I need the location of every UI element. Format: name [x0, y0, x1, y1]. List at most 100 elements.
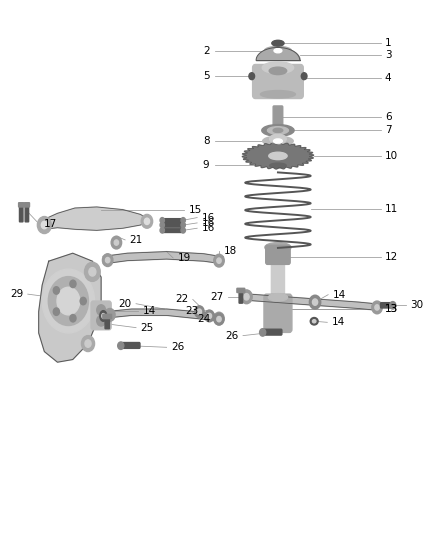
Text: 25: 25 — [141, 322, 154, 333]
FancyBboxPatch shape — [105, 316, 110, 329]
Circle shape — [41, 221, 47, 229]
Text: 23: 23 — [185, 306, 198, 316]
Polygon shape — [42, 207, 149, 230]
Circle shape — [80, 297, 86, 305]
Circle shape — [214, 312, 224, 325]
Circle shape — [97, 305, 106, 316]
Circle shape — [42, 269, 95, 333]
FancyBboxPatch shape — [273, 106, 283, 130]
Text: 3: 3 — [385, 50, 392, 60]
Text: 16: 16 — [201, 223, 215, 233]
FancyBboxPatch shape — [253, 64, 303, 99]
Ellipse shape — [268, 127, 288, 134]
Circle shape — [390, 302, 396, 309]
FancyBboxPatch shape — [19, 204, 23, 222]
FancyBboxPatch shape — [239, 289, 243, 303]
Circle shape — [375, 305, 379, 310]
Text: 24: 24 — [197, 313, 210, 324]
Polygon shape — [39, 253, 101, 362]
Ellipse shape — [270, 163, 286, 168]
Circle shape — [53, 308, 60, 316]
Text: 29: 29 — [10, 289, 23, 299]
Text: 16: 16 — [201, 213, 215, 223]
Ellipse shape — [301, 72, 307, 79]
Polygon shape — [242, 143, 314, 169]
Circle shape — [105, 309, 115, 321]
Circle shape — [160, 217, 164, 223]
Text: 13: 13 — [385, 304, 398, 314]
Circle shape — [160, 228, 164, 233]
Text: 19: 19 — [177, 253, 191, 263]
Text: 5: 5 — [203, 71, 209, 81]
Circle shape — [217, 258, 221, 263]
FancyBboxPatch shape — [237, 288, 245, 293]
FancyBboxPatch shape — [120, 343, 140, 349]
Ellipse shape — [265, 243, 291, 252]
Text: 12: 12 — [385, 252, 398, 262]
Text: 20: 20 — [119, 298, 132, 309]
Polygon shape — [103, 252, 223, 264]
Circle shape — [111, 236, 122, 249]
FancyBboxPatch shape — [381, 303, 395, 308]
FancyBboxPatch shape — [162, 229, 184, 232]
Ellipse shape — [268, 294, 288, 301]
Ellipse shape — [270, 134, 286, 144]
FancyBboxPatch shape — [103, 314, 112, 319]
Ellipse shape — [261, 91, 295, 98]
Circle shape — [81, 336, 95, 352]
Text: 30: 30 — [410, 300, 424, 310]
Text: 18: 18 — [223, 246, 237, 255]
Circle shape — [214, 254, 224, 267]
FancyBboxPatch shape — [91, 301, 111, 330]
Circle shape — [70, 280, 76, 288]
Text: 2: 2 — [203, 46, 209, 55]
Ellipse shape — [265, 46, 291, 55]
Circle shape — [85, 340, 91, 348]
Circle shape — [207, 313, 212, 319]
FancyBboxPatch shape — [262, 329, 282, 335]
Ellipse shape — [100, 311, 107, 321]
Ellipse shape — [310, 318, 318, 325]
FancyBboxPatch shape — [25, 204, 28, 222]
Text: 14: 14 — [332, 317, 345, 327]
Ellipse shape — [269, 67, 287, 75]
Ellipse shape — [102, 313, 105, 318]
FancyBboxPatch shape — [266, 245, 290, 264]
Text: 9: 9 — [203, 160, 209, 171]
Circle shape — [309, 295, 321, 309]
FancyBboxPatch shape — [264, 294, 292, 333]
Text: 6: 6 — [385, 111, 392, 122]
Circle shape — [260, 329, 266, 336]
Circle shape — [181, 217, 185, 223]
Circle shape — [141, 214, 152, 228]
Ellipse shape — [263, 136, 293, 146]
Ellipse shape — [262, 62, 293, 74]
Circle shape — [244, 294, 249, 300]
Text: 7: 7 — [385, 125, 392, 135]
Circle shape — [114, 240, 119, 245]
Text: 13: 13 — [385, 304, 398, 314]
Circle shape — [106, 257, 110, 263]
Circle shape — [205, 310, 214, 322]
Circle shape — [37, 216, 51, 233]
Circle shape — [181, 228, 185, 233]
FancyBboxPatch shape — [24, 203, 29, 207]
Ellipse shape — [274, 49, 282, 53]
Text: 22: 22 — [175, 294, 188, 304]
Circle shape — [372, 301, 382, 314]
Circle shape — [57, 287, 80, 315]
Text: 14: 14 — [143, 306, 156, 316]
Circle shape — [214, 313, 224, 325]
FancyBboxPatch shape — [162, 219, 184, 222]
Circle shape — [241, 290, 252, 304]
Text: 26: 26 — [226, 330, 239, 341]
Text: 26: 26 — [171, 342, 184, 352]
Circle shape — [97, 316, 106, 326]
Circle shape — [102, 254, 113, 266]
Ellipse shape — [272, 41, 284, 46]
Circle shape — [181, 222, 185, 228]
FancyBboxPatch shape — [18, 203, 24, 207]
Circle shape — [53, 287, 60, 294]
FancyBboxPatch shape — [272, 249, 285, 324]
Ellipse shape — [273, 128, 283, 133]
